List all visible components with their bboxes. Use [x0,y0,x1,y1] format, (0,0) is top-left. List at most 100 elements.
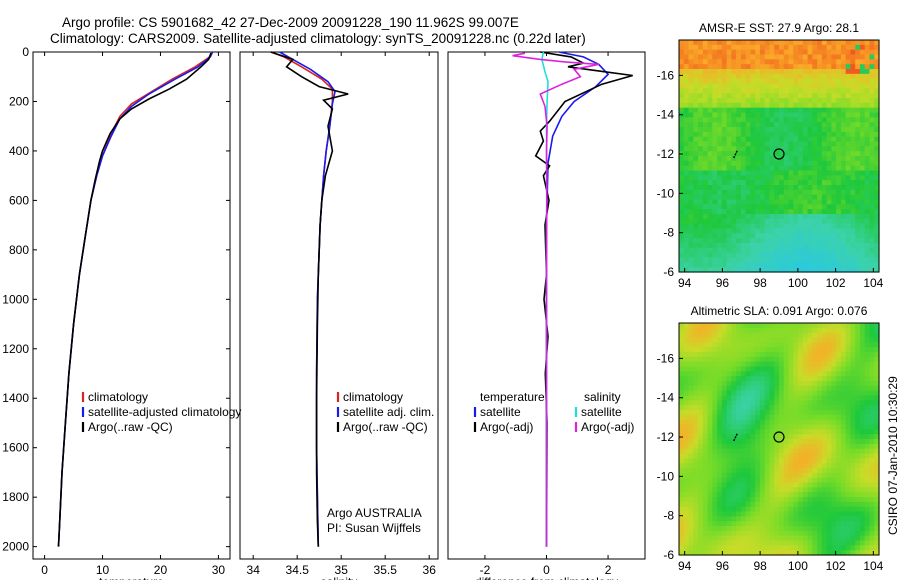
heatmap-cell [783,214,790,220]
heatmap-cell [764,262,771,268]
heatmap-cell [688,501,694,508]
heatmap-cell [731,209,737,215]
heatmap-cell [817,410,823,416]
heatmap-cell [826,400,832,406]
heatmap-cell [712,218,718,225]
heatmap-cell [683,54,690,60]
heatmap-cell [702,214,709,220]
heatmap-cell [726,458,732,464]
heatmap-cell [855,453,861,459]
heatmap-cell [717,204,723,210]
heatmap-cell [745,233,752,239]
heatmap-cell [864,545,871,551]
heatmap-cell [745,356,752,363]
heatmap-cell [821,204,828,210]
heatmap-cell [831,361,837,368]
heatmap-cell [793,414,799,421]
heatmap-cell [707,501,713,508]
heatmap-cell [836,337,842,343]
heatmap-cell [707,468,713,474]
heatmap-cell [774,414,780,421]
heatmap-cell [721,371,728,377]
heatmap-cell [788,395,794,401]
heatmap-cell [840,419,847,426]
heatmap-cell [821,44,828,51]
x-tick-label: 100 [788,559,808,573]
heatmap-cell [745,545,752,551]
heatmap-cell [821,332,828,339]
heatmap-cell [817,342,823,348]
heatmap-cell [726,73,732,80]
heatmap-cell [831,492,837,498]
heatmap-cell [826,69,832,75]
heatmap-cell [831,102,837,109]
heatmap-cell [688,347,694,353]
heatmap-cell [679,419,685,426]
heatmap-cell [826,497,832,503]
heatmap-cell [807,175,813,181]
heatmap-cell [788,73,794,80]
heatmap-cell [726,88,732,94]
heatmap-cell [812,472,818,479]
heatmap-cell [840,122,847,128]
heatmap-cell [798,327,804,334]
heatmap-cell [783,434,790,440]
heatmap-cell [717,156,723,162]
heatmap-cell [783,540,790,546]
heatmap-cell [693,381,699,387]
heatmap-cell [845,535,852,542]
heatmap-cell [726,443,732,450]
heatmap-cell [783,545,790,551]
heatmap-cell [740,356,747,363]
heatmap-cell [679,323,685,329]
heatmap-cell [840,337,847,343]
heatmap-cell [793,410,799,416]
heatmap-cell [755,156,761,162]
heatmap-cell [802,497,809,503]
heatmap-cell [769,160,775,167]
heatmap-cell [783,257,790,263]
heatmap-cell [679,414,685,421]
heatmap-cell [726,156,732,162]
heatmap-cell [764,243,771,249]
heatmap-cell [693,136,699,143]
heatmap-cell [750,434,756,440]
heatmap-cell [788,530,794,537]
heatmap-cell [874,492,880,498]
heatmap-cell [836,228,842,234]
heatmap-cell [859,424,866,430]
heatmap-cell [859,131,866,138]
heatmap-cell [845,78,852,85]
heatmap-cell [855,69,861,75]
heatmap-cell [855,342,861,348]
heatmap-cell [731,390,737,397]
heatmap-cell [793,327,799,334]
heatmap-cell [717,141,723,147]
heatmap-cell [774,443,780,450]
heatmap-cell [759,482,766,488]
heatmap-cell [779,429,785,435]
heatmap-cell [740,98,747,104]
heatmap-cell [769,453,775,459]
heatmap-cell [869,511,875,517]
heatmap-cell [779,64,785,70]
heatmap-cell [812,194,818,201]
heatmap-cell [731,516,737,522]
heatmap-cell [864,526,871,532]
heatmap-cell [750,93,756,99]
heatmap-cell [783,347,790,353]
heatmap-cell [793,361,799,368]
heatmap-cell [717,352,723,358]
heatmap-cell [864,160,871,167]
heatmap-cell [726,361,732,368]
heatmap-cell [859,419,866,426]
heatmap-cell [793,117,799,123]
heatmap-cell [702,127,709,133]
heatmap-cell [788,243,794,249]
heatmap-cell [859,238,866,244]
heatmap-cell [702,194,709,201]
heatmap-cell [755,93,761,99]
heatmap-cell [840,243,847,249]
heatmap-cell [869,424,875,430]
heatmap-cell [845,122,852,128]
